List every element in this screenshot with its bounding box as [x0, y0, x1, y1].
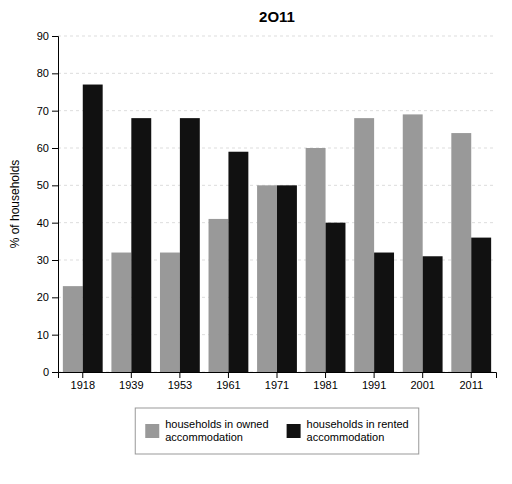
- tick: 20: [37, 291, 58, 303]
- tick-label: 40: [37, 217, 49, 229]
- bar: [209, 219, 229, 372]
- tick-label: 1939: [119, 379, 143, 391]
- tick-mark: [471, 372, 472, 378]
- bar-series: [63, 114, 471, 372]
- tick: 1991: [362, 372, 386, 391]
- bar: [257, 185, 277, 372]
- bar: [160, 253, 180, 372]
- legend-label: households in rentedaccommodation: [307, 418, 409, 443]
- tick: 1918: [71, 372, 95, 391]
- title: 2O11: [259, 8, 295, 25]
- tick-mark: [422, 372, 423, 378]
- bar: [306, 148, 326, 372]
- x-axis: 1918 1939 1953 1961 1971 1981 1991 2001 2011: [59, 372, 497, 391]
- tick-label: 1961: [216, 379, 240, 391]
- tick: 2011: [459, 372, 483, 391]
- tick-label: 1918: [71, 379, 95, 391]
- tick-label: 30: [37, 254, 49, 266]
- bar: [277, 185, 297, 372]
- bars: [63, 85, 491, 372]
- legend: households in ownedaccommodation househol…: [135, 408, 419, 454]
- bar: [131, 118, 151, 372]
- tick-mark: [52, 185, 58, 186]
- grid-line: [58, 36, 496, 37]
- plot: 1918 1939 1953 1961 1971 1981 1991 2001 2011 0 10 2…: [37, 30, 497, 391]
- bar: [111, 253, 131, 372]
- tick-label: 1981: [313, 379, 337, 391]
- bar: [471, 238, 491, 372]
- tick: 2001: [410, 372, 434, 391]
- tick: 90: [37, 30, 58, 42]
- tick-mark: [179, 372, 180, 378]
- tick-label: 1971: [265, 379, 289, 391]
- tick: 1953: [168, 372, 192, 391]
- tick-label: 2001: [410, 379, 434, 391]
- tick-mark: [228, 372, 229, 378]
- tick-mark: [52, 372, 58, 373]
- tick: 60: [37, 142, 58, 154]
- tick-label: 2011: [459, 379, 483, 391]
- axis-line: [59, 373, 497, 379]
- tick: 1971: [265, 372, 289, 391]
- tick: 1939: [119, 372, 143, 391]
- tick: 30: [37, 254, 58, 266]
- tick-label: 90: [37, 30, 49, 42]
- tick-label: 0: [43, 366, 49, 378]
- tick-mark: [52, 223, 58, 224]
- tick-label: 80: [37, 67, 49, 79]
- tick-mark: [277, 372, 278, 378]
- tick-label: 10: [37, 329, 49, 341]
- legend-swatch: [287, 424, 301, 438]
- bar-series: [83, 85, 491, 372]
- bar: [228, 152, 248, 372]
- tick-label: 20: [37, 291, 49, 303]
- tick-label: 50: [37, 179, 49, 191]
- chart: 1918 1939 1953 1961 1971 1981 1991 2001 2011 0 10 2…: [0, 0, 512, 484]
- legend-item: households in ownedaccommodation: [145, 418, 268, 443]
- legend-swatch: [145, 424, 159, 438]
- tick: 50: [37, 179, 58, 191]
- bar: [423, 256, 443, 372]
- tick-mark: [131, 372, 132, 378]
- tick-label: 60: [37, 142, 49, 154]
- y-axis: 0 10 20 30 40 50 60 70 80 90: [37, 30, 59, 378]
- tick-mark: [52, 111, 58, 112]
- tick-label: 70: [37, 105, 49, 117]
- tick-mark: [52, 297, 58, 298]
- axis-title: % of households: [8, 160, 22, 249]
- legend-frame: [135, 408, 419, 454]
- tick-mark: [52, 148, 58, 149]
- tick-label: 1991: [362, 379, 386, 391]
- tick-label: 1953: [168, 379, 192, 391]
- bar: [326, 223, 346, 372]
- axis-line: [52, 37, 59, 373]
- tick-mark: [82, 372, 83, 378]
- tick: 10: [37, 329, 58, 341]
- tick-mark: [52, 36, 58, 37]
- grid-line: [58, 148, 496, 149]
- tick: 0: [43, 366, 58, 378]
- tick: 1961: [216, 372, 240, 391]
- bar: [354, 118, 374, 372]
- tick: 80: [37, 67, 58, 79]
- bar: [83, 85, 103, 372]
- bar: [374, 253, 394, 372]
- legend-label: households in ownedaccommodation: [165, 418, 268, 443]
- tick-mark: [52, 335, 58, 336]
- bar: [180, 118, 200, 372]
- tick-mark: [52, 260, 58, 261]
- bar: [63, 286, 83, 372]
- bar: [451, 133, 471, 372]
- tick-mark: [374, 372, 375, 378]
- grid-line: [58, 110, 496, 111]
- grid: [58, 36, 496, 372]
- bar: [403, 114, 423, 372]
- tick: 40: [37, 217, 58, 229]
- legend-item: households in rentedaccommodation: [287, 418, 409, 443]
- tick-mark: [52, 73, 58, 74]
- tick-mark: [325, 372, 326, 378]
- tick: 70: [37, 105, 58, 117]
- grid-line: [58, 73, 496, 74]
- tick: 1981: [313, 372, 337, 391]
